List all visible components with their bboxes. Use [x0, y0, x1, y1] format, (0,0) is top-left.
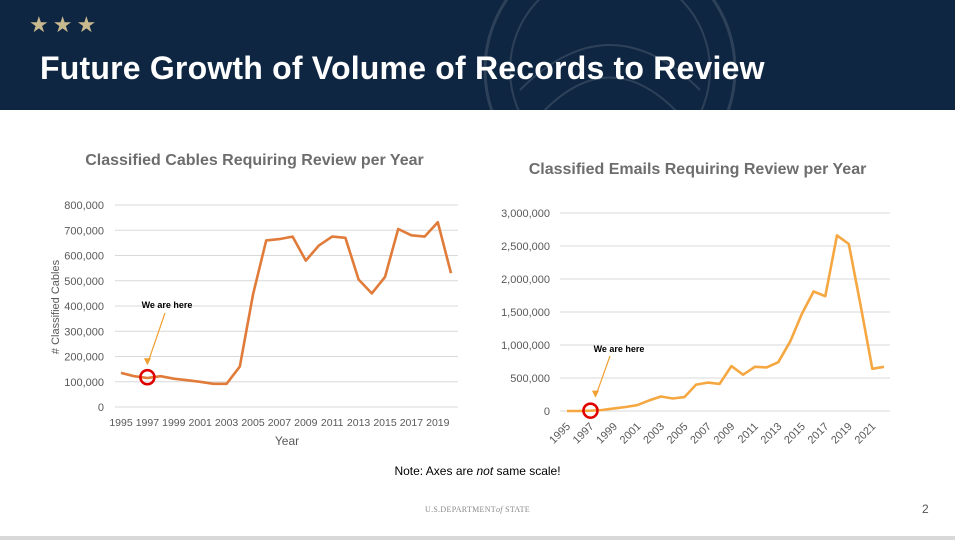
- cables-here-marker: [139, 368, 156, 386]
- emails-y-tick-label: 2,500,000: [501, 241, 550, 253]
- emails-x-tick-label: 2007: [688, 421, 714, 447]
- emails-y-tick-label: 1,000,000: [501, 340, 550, 352]
- cables-x-axis-title: Year: [275, 434, 299, 448]
- cables-annotation-arrow: [146, 312, 166, 365]
- cables-x-tick-label: 2019: [426, 417, 450, 429]
- emails-x-tick-label: 2003: [641, 421, 667, 447]
- cables-x-tick-label: 2017: [400, 417, 424, 429]
- cables-x-tick-label: 2011: [321, 417, 344, 429]
- cables-x-tick-label: 2015: [373, 417, 397, 429]
- cables-x-tick-label: 1997: [136, 417, 160, 429]
- cables-x-tick-label: 2001: [189, 417, 213, 429]
- emails-series-line: [567, 234, 885, 413]
- emails-y-tick-label: 500,000: [510, 373, 550, 385]
- cables-y-tick-label: 200,000: [64, 352, 104, 364]
- slide-title: Future Growth of Volume of Records to Re…: [40, 50, 765, 86]
- cables-x-tick-label: 2003: [215, 417, 239, 429]
- emails-x-tick-label: 1997: [571, 421, 597, 447]
- emails-y-tick-label: 1,500,000: [501, 307, 550, 319]
- cables-y-tick-label: 600,000: [64, 251, 104, 263]
- page-number: 2: [922, 502, 929, 516]
- footer-agency: U.S.DEPARTMENTof STATE: [0, 505, 955, 514]
- cables-y-tick-label: 500,000: [64, 276, 104, 288]
- emails-here-marker: [582, 402, 599, 419]
- cables-x-tick-label: 2007: [268, 417, 292, 429]
- cables-y-tick-label: 800,000: [64, 200, 104, 212]
- emails-y-tick-label: 0: [544, 406, 550, 418]
- note-suffix: same scale!: [493, 464, 561, 478]
- scale-note: Note: Axes are not same scale!: [0, 464, 955, 478]
- cables-x-tick-label: 1999: [162, 417, 186, 429]
- cables-y-tick-label: 400,000: [64, 301, 104, 313]
- cables-y-tick-label: 100,000: [64, 377, 104, 389]
- cables-y-tick-label: 700,000: [64, 225, 104, 237]
- title-banner: ★★★ Future Growth of Volume of Records t…: [0, 0, 955, 110]
- cables-y-tick-label: 300,000: [64, 326, 104, 338]
- emails-x-tick-label: 1995: [547, 421, 573, 447]
- stars-icon: ★★★: [29, 12, 101, 37]
- chart2-title: Classified Emails Requiring Review per Y…: [528, 161, 867, 178]
- note-prefix: Note: Axes are: [394, 464, 477, 478]
- emails-x-tick-label: 2001: [618, 421, 644, 447]
- emails-y-tick-label: 2,000,000: [501, 274, 550, 286]
- cables-y-axis-title: # Classified Cables: [50, 259, 62, 354]
- emails-x-tick-label: 2011: [736, 421, 761, 446]
- chart1-title: Classified Cables Requiring Review per Y…: [85, 152, 424, 169]
- footer-agency-post: STATE: [502, 505, 530, 514]
- emails-x-tick-label: 2017: [806, 421, 832, 447]
- emails-annotation-arrow: [594, 355, 611, 397]
- cables-series-line: [120, 220, 453, 386]
- emails-x-tick-label: 2019: [829, 421, 855, 447]
- cables-x-tick-label: 2013: [347, 417, 371, 429]
- cables-annotation-label: We are here: [142, 300, 193, 310]
- cables-x-tick-label: 1995: [109, 417, 133, 429]
- emails-x-tick-label: 2013: [759, 421, 785, 447]
- cables-x-tick-label: 2005: [241, 417, 265, 429]
- emails-x-tick-label: 2009: [712, 421, 738, 447]
- cables-y-tick-label: 0: [98, 402, 104, 414]
- emails-x-tick-label: 2015: [782, 421, 808, 447]
- note-emphasis: not: [476, 464, 494, 478]
- emails-annotation-label: We are here: [594, 344, 645, 354]
- footer-agency-pre: U.S.DEPARTMENT: [425, 505, 496, 514]
- cables-x-tick-label: 2009: [294, 417, 318, 429]
- emails-x-tick-label: 2005: [665, 421, 691, 447]
- bottom-rule: [0, 536, 955, 540]
- footer-agency-of: of: [496, 505, 503, 514]
- cables-annotation-arrowhead: [143, 358, 151, 366]
- emails-x-tick-label: 2021: [853, 421, 879, 447]
- emails-y-tick-label: 3,000,000: [501, 208, 550, 220]
- emails-x-tick-label: 1999: [594, 421, 620, 447]
- emails-annotation-arrowhead: [591, 390, 599, 398]
- seal-watermark: [483, 0, 737, 110]
